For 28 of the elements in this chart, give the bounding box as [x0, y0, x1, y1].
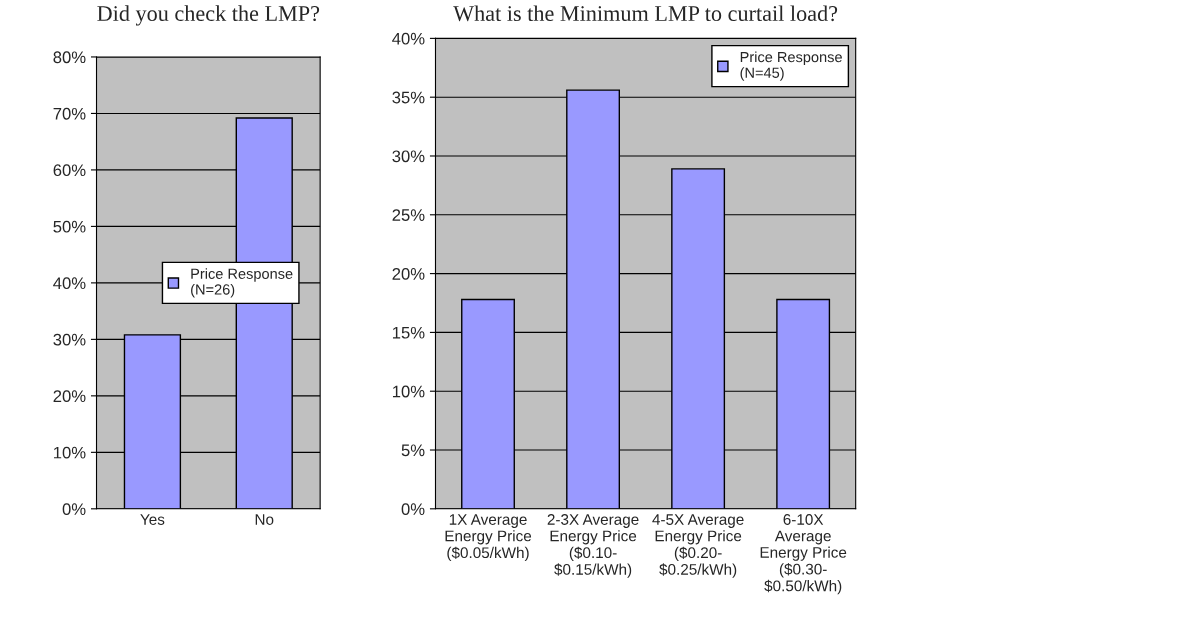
y-tick-label: 10% [54, 446, 86, 459]
y-tick-label: 35% [392, 91, 425, 104]
y-tick-label: 0% [401, 503, 425, 516]
x-tick-label: 2-3X Average Energy Price ($0.10- $0.15/kWh) [547, 514, 639, 578]
y-tick-label: 20% [53, 390, 86, 403]
y-tick-label: 30% [392, 150, 425, 163]
x-tick-label: 6-10X Average Energy Price ($0.30- $0.50/kWh) [760, 514, 847, 595]
y-tick-label: 25% [392, 209, 425, 221]
chart-title: What is the Minimum LMP to curtail load? [453, 5, 838, 22]
x-tick-label: Yes [140, 514, 165, 525]
legend-label: Price Response (N=26) [191, 268, 293, 298]
y-tick-label: 40% [53, 277, 86, 290]
y-tick-label: 10% [392, 385, 425, 398]
y-tick-label: 50% [53, 220, 86, 233]
y-tick-label: 40% [392, 32, 425, 45]
y-tick-label: 20% [392, 268, 425, 280]
y-tick-label: 30% [53, 333, 86, 346]
y-tick-label: 80% [53, 51, 86, 64]
y-tick-label: 60% [53, 164, 86, 177]
y-tick-label: 0% [62, 503, 86, 516]
x-tick-label: No [255, 514, 274, 525]
legend-label: Price Response (N=45) [740, 51, 842, 81]
x-tick-label: 4-5X Average Energy Price ($0.20- $0.25/kWh) [652, 514, 744, 578]
y-tick-label: 5% [401, 444, 425, 457]
chart-title: Did you check the LMP? [97, 5, 320, 26]
y-tick-label: 70% [53, 107, 86, 120]
y-tick-label: 15% [392, 326, 425, 339]
x-tick-label: 1X Average Energy Price ($0.05/kWh) [445, 514, 532, 562]
